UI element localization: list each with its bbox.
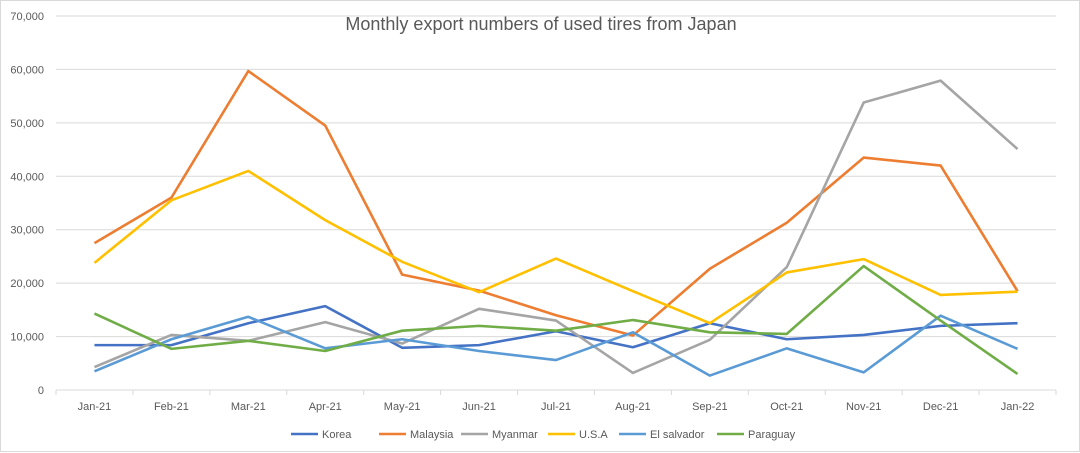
y-tick-label: 50,000 — [10, 118, 44, 130]
x-tick-label: Apr-21 — [309, 401, 342, 413]
x-tick-label: Feb-21 — [154, 401, 189, 413]
series-line-malaysia — [93, 69, 1019, 337]
x-tick-label: Nov-21 — [846, 401, 881, 413]
y-tick-label: 70,000 — [10, 11, 44, 23]
legend-label: Malaysia — [410, 429, 454, 441]
x-tick-label: Oct-21 — [770, 401, 803, 413]
y-tick-label: 0 — [38, 385, 44, 397]
series-line-myanmar — [93, 79, 1019, 375]
legend-label: U.S.A — [579, 429, 608, 441]
x-tick-label: Dec-21 — [923, 401, 958, 413]
y-tick-label: 30,000 — [10, 225, 44, 237]
legend-label: Korea — [322, 429, 352, 441]
x-tick-label: Jun-21 — [462, 401, 496, 413]
x-tick-label: Mar-21 — [231, 401, 266, 413]
series-line-el-salvador — [93, 314, 1019, 377]
x-tick-label: May-21 — [384, 401, 421, 413]
series-line-paraguay — [93, 264, 1019, 376]
x-tick-label: Aug-21 — [615, 401, 650, 413]
y-tick-label: 20,000 — [10, 278, 44, 290]
legend-label: Paraguay — [748, 429, 796, 441]
y-tick-label: 40,000 — [10, 171, 44, 183]
x-tick-label: Jul-21 — [541, 401, 571, 413]
series-line-u-s-a — [93, 169, 1018, 325]
legend-label: El salvador — [650, 429, 705, 441]
x-tick-label: Jan-21 — [78, 401, 112, 413]
chart-title: Monthly export numbers of used tires fro… — [345, 14, 736, 34]
y-tick-label: 60,000 — [10, 64, 44, 76]
y-tick-label: 10,000 — [10, 332, 44, 344]
x-tick-label: Sep-21 — [692, 401, 727, 413]
x-tick-label: Jan-22 — [1001, 401, 1035, 413]
legend-label: Myanmar — [492, 429, 538, 441]
